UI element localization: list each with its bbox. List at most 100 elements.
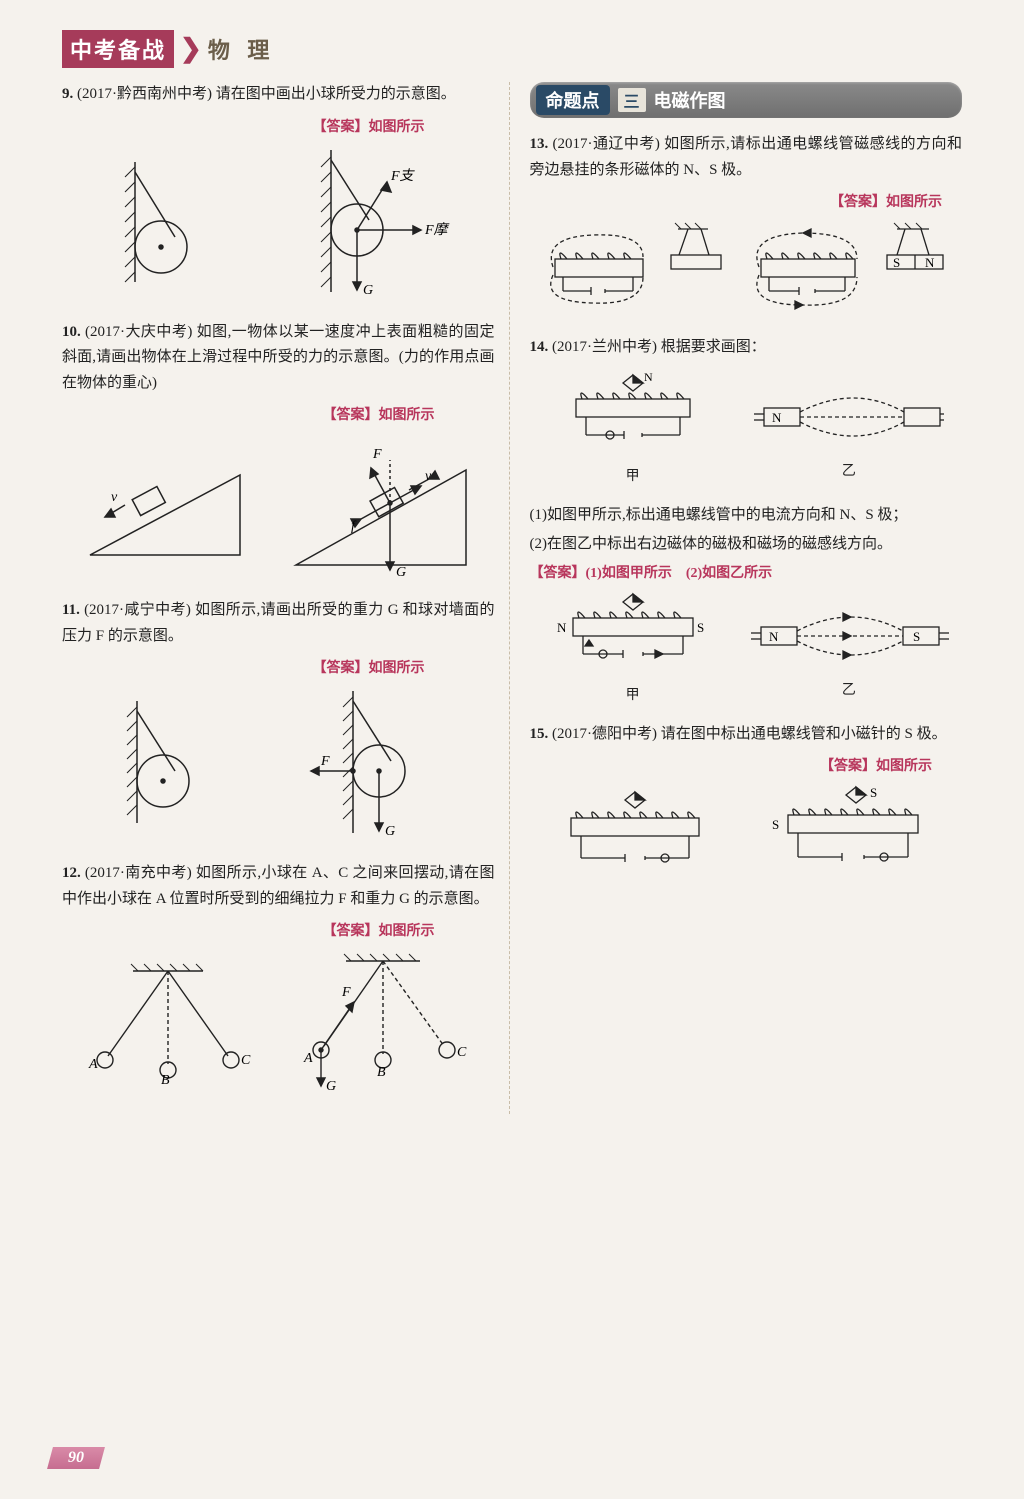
q15-answer-label: 【答案】如图所示 [820,759,932,774]
label-F11: F [320,754,330,769]
q10-answer-label: 【答案】如图所示 [323,408,435,423]
label-N14b: N [772,410,782,425]
label-S15b: S [772,817,779,832]
label-Fmu: F摩 [424,222,450,238]
q14-number: 14. [530,339,549,355]
topic-bar: 命题点 三 电磁作图 [530,82,963,118]
q12-number: 12. [62,865,81,881]
header-arrow-icon: ❯ [180,34,202,64]
question-15: 15. (2017·德阳中考) 请在图中标出通电螺线管和小磁针的 S 极。 [530,722,963,748]
q15-diagrams: S S [530,781,963,901]
label-C12b: C [457,1045,467,1060]
q12-source: (2017·南充中考) [85,865,192,881]
q14-sub1: (1)如图甲所示,标出通电螺线管中的电流方向和 N、S 极； [530,503,963,529]
q15-number: 15. [530,726,549,742]
q11-figure-left [95,693,225,833]
q11-diagrams: F G [62,683,495,843]
q13-figure-answer: S N [739,217,959,317]
q14-caption-yi1: 乙 [754,460,944,480]
label-G9: G [363,283,373,298]
label-B12b: B [377,1065,386,1080]
q9-figure-answer: F支 F摩 G [291,142,461,302]
q14-figure-jia: N [548,369,718,469]
topic-number: 三 [618,88,646,112]
q14-figure-yi-answer: N S [749,593,949,683]
q10-figure-left: v [75,445,255,565]
q15-figure-answer: S S [756,781,946,901]
q9-number: 9. [62,86,73,102]
label-A12a: A [88,1057,98,1072]
question-9: 9. (2017·黔西南州中考) 请在图中画出小球所受力的示意图。 [62,82,495,108]
q9-diagrams: F支 F摩 G [62,142,495,302]
topic-pill: 命题点 [536,85,610,115]
question-10: 10. (2017·大庆中考) 如图,一物体以某一速度冲上表面粗糙的固定斜面,请… [62,320,495,397]
label-G12: G [326,1079,336,1094]
label-S14d: S [913,629,920,644]
q13-number: 13. [530,136,549,152]
q9-text: 请在图中画出小球所受力的示意图。 [216,86,456,102]
question-12: 12. (2017·南充中考) 如图所示,小球在 A、C 之间来回摆动,请在图中… [62,861,495,912]
q14-sub2: (2)在图乙中标出右边磁体的磁极和磁场的磁感线方向。 [530,532,963,558]
right-column: 命题点 三 电磁作图 13. (2017·通辽中考) 如图所示,请标出通电螺线管… [530,82,963,1114]
question-11: 11. (2017·咸宁中考) 如图所示,请画出所受的重力 G 和球对墙面的压力… [62,598,495,649]
q14-caption-yi2: 乙 [749,679,949,699]
q11-answer-label: 【答案】如图所示 [313,661,425,676]
q15-source: (2017·德阳中考) [552,726,657,742]
q9-figure-left [95,152,225,292]
q13-diagrams: S N [530,217,963,317]
label-S14c: S [697,620,704,635]
q14-figure-yi: N [754,374,944,464]
q14-caption-jia2: 甲 [543,684,723,704]
q11-figure-answer: F G [291,683,461,843]
q14-diagrams-top: N 甲 N [530,369,963,485]
q11-number: 11. [62,602,80,618]
page-number-badge: 90 [47,1447,105,1469]
label-v10a: v [111,490,118,505]
topic-text: 电磁作图 [654,87,726,113]
q12-figure-answer: A B C F G [284,946,484,1096]
q10-source: (2017·大庆中考) [85,324,192,340]
question-13: 13. (2017·通辽中考) 如图所示,请标出通电螺线管磁感线的方向和旁边悬挂… [530,132,963,183]
label-Fzhi: F支 [390,168,416,184]
q14-diagrams-bottom: N S 甲 [530,588,963,704]
label-G11: G [385,824,395,839]
q14-source: (2017·兰州中考) [552,339,657,355]
label-v10b: v [425,469,432,484]
page-header: 中考备战 ❯ 物 理 [52,30,972,68]
q14-answer-line: 【答案】(1)如图甲所示 (2)如图乙所示 [530,562,963,582]
question-14: 14. (2017·兰州中考) 根据要求画图： [530,335,963,361]
q15-text: 请在图中标出通电螺线管和小磁针的 S 极。 [661,726,947,742]
q14-text: 根据要求画图： [661,339,766,355]
label-N14d: N [769,629,779,644]
left-column: 9. (2017·黔西南州中考) 请在图中画出小球所受力的示意图。 【答案】如图… [62,82,510,1114]
label-B12a: B [161,1073,170,1086]
header-title: 中考备战 [62,30,174,68]
label-F10: F [372,447,382,462]
label-S13: S [893,255,900,270]
q10-figure-answer: F v f G [281,430,481,580]
q14-figure-jia-answer: N S [543,588,723,688]
q12-figure-left: A B C [73,956,263,1086]
q15-figure-left [545,786,725,896]
page-number: 90 [68,1449,84,1467]
q10-diagrams: v [62,430,495,580]
q9-answer-label: 【答案】如图所示 [313,120,425,135]
q14-caption-jia1: 甲 [548,465,718,485]
label-N14a: N [644,370,653,384]
label-S15a: S [870,785,877,800]
q12-diagrams: A B C [62,946,495,1096]
q9-source: (2017·黔西南州中考) [77,86,212,102]
label-N14c: N [557,620,567,635]
q10-number: 10. [62,324,81,340]
label-G10: G [396,565,406,580]
q11-source: (2017·咸宁中考) [84,602,191,618]
label-A12b: A [303,1051,313,1066]
label-N13: N [925,255,935,270]
label-C12a: C [241,1053,251,1068]
q13-answer-label: 【答案】如图所示 [830,195,942,210]
q13-figure-left [533,217,733,317]
label-F12: F [341,985,351,1000]
q12-answer-label: 【答案】如图所示 [323,924,435,939]
q13-source: (2017·通辽中考) [552,136,659,152]
header-subject: 物 理 [208,33,276,65]
